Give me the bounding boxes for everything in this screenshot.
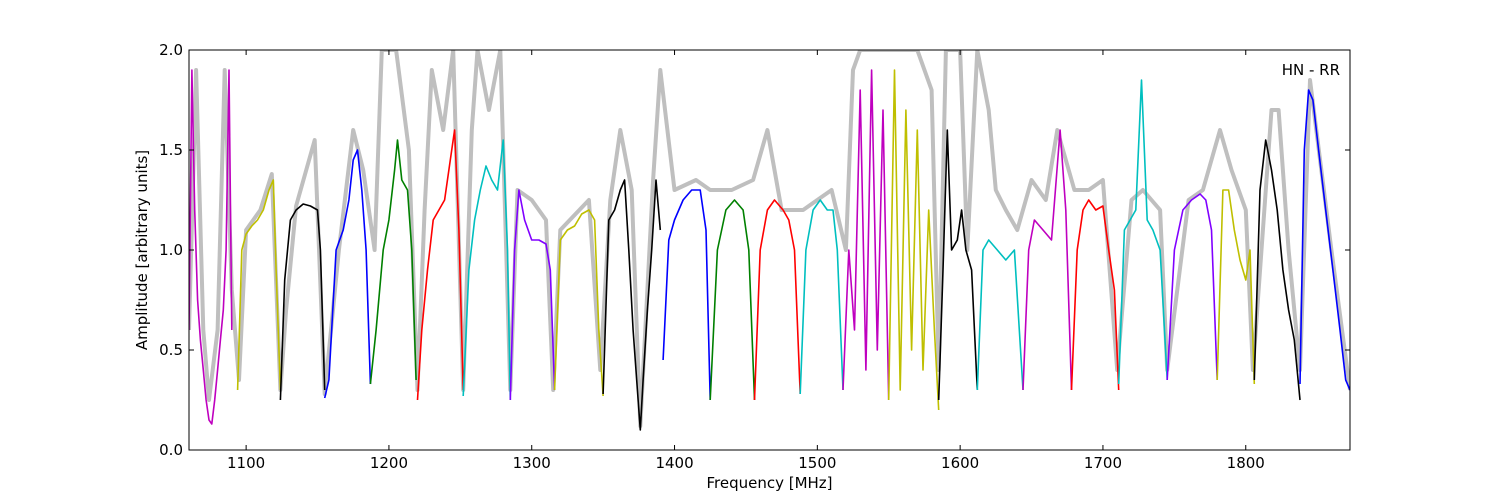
x-axis-label: Frequency [MHz] — [706, 474, 832, 492]
series-line-11 — [662, 189, 711, 401]
y-tick-label: 0.0 — [159, 441, 183, 459]
series-line-2 — [236, 179, 282, 391]
y-tick-label: 0.5 — [159, 341, 183, 359]
x-tick-label: 1500 — [798, 454, 836, 472]
background-envelope — [189, 50, 1350, 428]
x-tick-label: 1700 — [1084, 454, 1122, 472]
series-line-10 — [602, 179, 662, 431]
series-line-15 — [842, 69, 890, 401]
series-line-20 — [1070, 199, 1120, 391]
series-line-7 — [462, 139, 512, 401]
y-tick-label: 1.0 — [159, 241, 183, 259]
y-axis-label: Amplitude [arbitrary units] — [133, 150, 151, 350]
series-line-16 — [887, 69, 940, 411]
plot-annotation: HN - RR — [1282, 61, 1340, 79]
series-line-5 — [369, 139, 417, 385]
series-line-24 — [1253, 139, 1301, 401]
series-line-18 — [976, 239, 1024, 391]
x-tick-label: 1400 — [655, 454, 693, 472]
x-tick-label: 1300 — [513, 454, 551, 472]
series-line-13 — [753, 199, 801, 401]
series-line-4 — [323, 149, 372, 399]
series-line-12 — [709, 199, 756, 401]
x-tick-label: 1200 — [370, 454, 408, 472]
series-line-25 — [1299, 89, 1350, 391]
series-line-22 — [1166, 193, 1218, 381]
x-tick-label: 1600 — [941, 454, 979, 472]
series-line-19 — [1022, 129, 1073, 391]
y-tick-label: 1.5 — [159, 141, 183, 159]
series-line-17 — [937, 129, 979, 401]
x-tick-label: 1800 — [1227, 454, 1265, 472]
y-tick-label: 2.0 — [159, 41, 183, 59]
x-tick-label: 1100 — [227, 454, 265, 472]
series-line-14 — [799, 199, 844, 395]
series-line-6 — [416, 129, 464, 401]
series-line-23 — [1216, 189, 1256, 385]
series-line-3 — [279, 203, 326, 401]
series-line-21 — [1117, 79, 1168, 385]
series-line-1 — [189, 69, 233, 425]
plot-frame — [188, 49, 1351, 451]
series-line-8 — [509, 189, 556, 401]
series-line-9 — [553, 209, 604, 397]
